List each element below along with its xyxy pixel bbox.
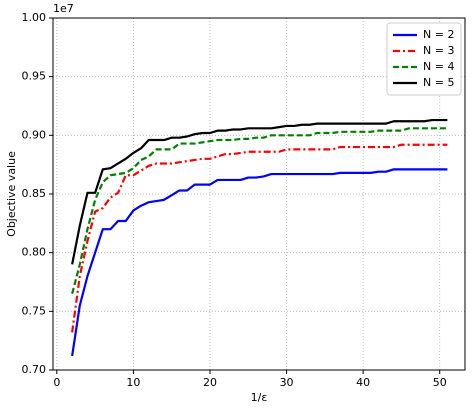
- x-tick-label: 50: [433, 376, 447, 389]
- legend-box: [386, 22, 462, 96]
- legend-label: N = 3: [423, 44, 454, 57]
- x-tick-label: 0: [53, 376, 60, 389]
- x-axis-label: 1/ε: [251, 391, 268, 404]
- data-line: [71, 118, 448, 265]
- legend-label: N = 5: [423, 76, 454, 89]
- x-tick-label: 10: [126, 376, 140, 389]
- x-tick-label: 40: [356, 376, 370, 389]
- data-line: [71, 127, 448, 295]
- x-tick-label: 20: [203, 376, 217, 389]
- plot-frame: [52, 17, 466, 371]
- y-axis-label: Objective value: [5, 151, 18, 237]
- y-offset-label: 1e7: [53, 2, 74, 15]
- y-tick-label: 0.95: [22, 70, 47, 83]
- y-tick-label: 1.00: [22, 11, 47, 24]
- y-tick-label: 0.90: [22, 128, 47, 141]
- legend-label: N = 4: [423, 60, 454, 73]
- y-tick-label: 0.75: [22, 304, 47, 317]
- y-tick-label: 0.80: [22, 246, 47, 259]
- data-line: [71, 168, 448, 357]
- data-line: [71, 143, 448, 333]
- legend-label: N = 2: [423, 28, 454, 41]
- y-tick-label: 0.85: [22, 187, 47, 200]
- y-tick-label: 0.70: [22, 363, 47, 376]
- x-tick-label: 30: [280, 376, 294, 389]
